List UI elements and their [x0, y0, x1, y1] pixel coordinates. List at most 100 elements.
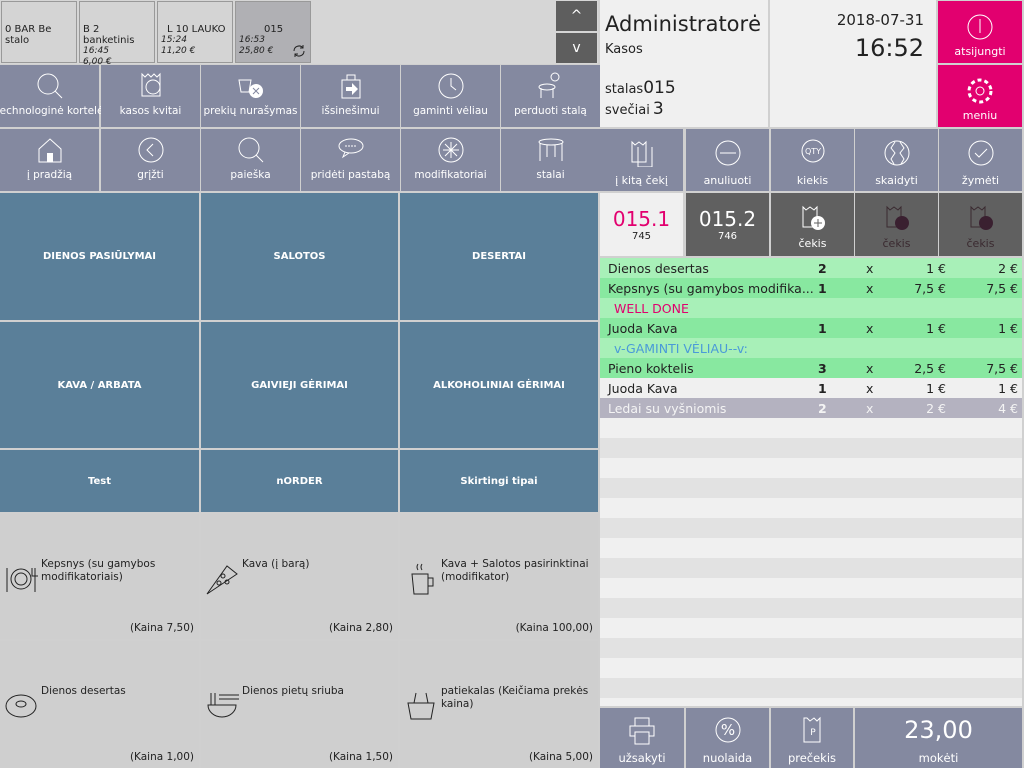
- receipt-transfer-icon: [631, 140, 652, 167]
- printer-icon: [629, 717, 655, 745]
- bag-arrow-icon: [341, 74, 360, 99]
- basket-remove-icon: [237, 79, 263, 98]
- button-label: perduoti stalą: [514, 105, 587, 117]
- chevron-down-icon: v: [572, 40, 581, 56]
- product-button[interactable]: Kava + Salotos pasirinktinai (modifikato…: [400, 514, 598, 639]
- times-sign: x: [866, 320, 874, 336]
- modifiers-button[interactable]: modifikatoriai: [401, 129, 500, 191]
- category-button[interactable]: DIENOS PASIŪLYMAI: [0, 193, 199, 320]
- menu-button[interactable]: meniu: [938, 65, 1022, 127]
- quantity-button[interactable]: QTY kiekis: [771, 129, 854, 191]
- category-button[interactable]: ALKOHOLINIAI GĖRIMAI: [400, 322, 598, 448]
- check-tab[interactable]: 015.2 746: [686, 193, 769, 256]
- minus-circle-icon: [715, 140, 740, 166]
- svg-text:QTY: QTY: [804, 147, 820, 156]
- logout-button[interactable]: atsijungti: [938, 1, 1022, 63]
- transfer-table-icon: [538, 72, 559, 98]
- item-total: 7,5 €: [986, 280, 1018, 296]
- move-to-check-button[interactable]: į kitą čekį: [600, 129, 683, 191]
- order-line[interactable]: Kepsnys (su gamybos modifika... 1 x 7,5 € 7,…: [600, 278, 1022, 298]
- back-button[interactable]: grįžti: [101, 129, 200, 191]
- check-id: 015.2: [698, 207, 757, 231]
- category-button[interactable]: Test: [0, 450, 199, 512]
- order-button[interactable]: užsakyti: [600, 708, 684, 768]
- button-label: skaidyti: [875, 174, 918, 187]
- add-note-button[interactable]: pridėti pastabą: [301, 129, 400, 191]
- scroll-up-button[interactable]: ^: [556, 1, 597, 31]
- button-label: grįžti: [137, 169, 164, 181]
- donut-icon: [5, 694, 37, 718]
- product-button[interactable]: Dienos pietų sriuba (Kaina 1,50): [201, 641, 398, 768]
- split-button[interactable]: skaidyti: [855, 129, 938, 191]
- category-button[interactable]: KAVA / ARBATA: [0, 322, 199, 448]
- table-card-selected[interactable]: 015 16:53 25,80 €: [235, 1, 311, 63]
- check-tab-active[interactable]: 015.1 745: [600, 193, 683, 256]
- transfer-table-button[interactable]: perduoti stalą: [501, 65, 600, 127]
- noodle-bowl-icon: [207, 693, 239, 718]
- order-line[interactable]: Ledai su vyšniomis 2 x 2 € 4 €: [600, 398, 1022, 418]
- category-button[interactable]: nORDER: [201, 450, 398, 512]
- order-line[interactable]: Juoda Kava 1 x 1 € 1 €: [600, 318, 1022, 338]
- button-label: anuliuoti: [703, 174, 752, 187]
- scroll-down-button[interactable]: v: [556, 33, 597, 63]
- takeaway-button[interactable]: išsinešimui: [301, 65, 400, 127]
- button-label: mokėti: [918, 751, 959, 765]
- mark-button[interactable]: žymėti: [939, 129, 1022, 191]
- search-icon: [238, 137, 263, 163]
- table-label: B 2 banketinis: [83, 24, 135, 46]
- category-button[interactable]: DESERTAI: [400, 193, 598, 320]
- item-price: 1 €: [926, 260, 946, 276]
- button-label: išsinešimui: [321, 105, 380, 117]
- table-amount: 25,80 €: [239, 46, 274, 56]
- table-card[interactable]: 0 BAR Be stalo: [1, 1, 77, 63]
- gear-icon: [967, 78, 993, 104]
- home-button[interactable]: į pradžią: [0, 129, 99, 191]
- discount-button[interactable]: % nuolaida: [686, 708, 769, 768]
- table-time: 15:24: [161, 35, 187, 45]
- item-total: 7,5 €: [986, 360, 1018, 376]
- item-price: 2,5 €: [914, 360, 946, 376]
- order-line[interactable]: Juoda Kava 1 x 1 € 1 €: [600, 378, 1022, 398]
- product-price: (Kaina 100,00): [515, 622, 593, 634]
- order-note[interactable]: v-GAMINTI VĖLIAU--v:: [600, 338, 1022, 358]
- tables-button[interactable]: stalai: [501, 129, 600, 191]
- split-icon: [884, 140, 909, 166]
- user-name: Administratorė: [605, 12, 762, 36]
- cancel-button[interactable]: anuliuoti: [686, 129, 769, 191]
- receipt-icon: [141, 72, 160, 97]
- search-button[interactable]: paieška: [201, 129, 300, 191]
- precheck-receipt-icon: P: [803, 716, 821, 743]
- category-button[interactable]: SALOTOS: [201, 193, 398, 320]
- order-line[interactable]: Pieno koktelis 3 x 2,5 € 7,5 €: [600, 358, 1022, 378]
- button-label: kasos kvitai: [119, 105, 182, 117]
- basket-icon: [407, 692, 435, 720]
- product-button[interactable]: patiekalas (Keičiama prekės kaina) (Kaina…: [400, 641, 598, 768]
- times-sign: x: [866, 360, 874, 376]
- item-qty: 2: [818, 400, 827, 416]
- product-button[interactable]: Dienos desertas (Kaina 1,00): [0, 641, 199, 768]
- refresh-icon[interactable]: [291, 43, 307, 59]
- table-card[interactable]: B 2 banketinis 16:45 6,00 €: [79, 1, 155, 67]
- order-line[interactable]: Dienos desertas 2 x 1 € 2 €: [600, 258, 1022, 278]
- order-note[interactable]: WELL DONE: [600, 298, 1022, 318]
- cook-later-button[interactable]: gaminti vėliau: [401, 65, 500, 127]
- pay-button[interactable]: 23,00 mokėti: [855, 708, 1022, 768]
- total-amount: 23,00: [904, 716, 973, 744]
- write-off-button[interactable]: prekių nurašymas: [201, 65, 300, 127]
- item-qty: 1: [818, 320, 827, 336]
- button-label: pridėti pastabą: [310, 169, 391, 181]
- item-name: Kepsnys (su gamybos modifika...: [608, 280, 814, 296]
- receipts-button[interactable]: kasos kvitai: [101, 65, 200, 127]
- product-button[interactable]: Kepsnys (su gamybos modifikatoriais) (Kai…: [0, 514, 199, 639]
- tech-card-button[interactable]: technologinė kortelė: [0, 65, 103, 127]
- table-card[interactable]: L 10 LAUKO 15:24 11,20 €: [157, 1, 233, 63]
- qty-icon: QTY: [801, 139, 824, 163]
- item-name: Juoda Kava: [608, 320, 678, 336]
- category-button[interactable]: Skirtingi tipai: [400, 450, 598, 512]
- new-check-button[interactable]: čekis: [771, 193, 854, 256]
- item-price: 2 €: [926, 400, 946, 416]
- product-button[interactable]: Kava (į barą) (Kaina 2,80): [201, 514, 398, 639]
- category-button[interactable]: GAIVIEJI GĖRIMAI: [201, 322, 398, 448]
- table-label: 015: [264, 24, 284, 35]
